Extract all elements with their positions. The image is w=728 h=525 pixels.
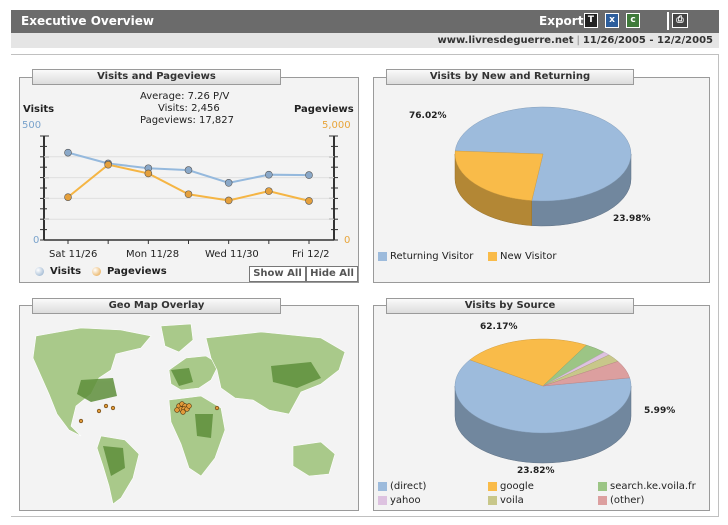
pie-label-new: 23.98% <box>613 214 651 224</box>
visits-legend-label[interactable]: Visits <box>50 266 82 277</box>
chart-series <box>64 148 313 205</box>
x-tick-label: Sat 11/26 <box>49 249 98 260</box>
visits-point[interactable] <box>224 179 233 187</box>
chart-grid <box>40 135 338 244</box>
returning-legend-label: Returning Visitor <box>390 251 474 262</box>
visit-marker[interactable] <box>186 403 192 409</box>
visits-point[interactable] <box>64 148 72 157</box>
toolbar-divider <box>667 12 669 30</box>
voila-legend-label: voila <box>500 495 524 506</box>
pageviews-point[interactable] <box>104 160 112 169</box>
pie-label-direct: 62.17% <box>480 322 518 332</box>
pie-label-google: 23.82% <box>517 466 555 476</box>
date-range[interactable]: 11/26/2005 - 12/2/2005 <box>582 35 713 46</box>
australia-region[interactable] <box>292 441 336 477</box>
yahoo-legend-swatch <box>378 496 387 505</box>
content-right-border <box>718 54 719 516</box>
visits-point[interactable] <box>184 166 193 174</box>
western-europe-highlight[interactable] <box>171 368 193 386</box>
xml-export-icon[interactable]: x <box>605 13 619 28</box>
visit-marker[interactable] <box>180 409 186 415</box>
pageviews-legend-dot[interactable] <box>92 267 101 276</box>
visit-marker[interactable] <box>103 403 109 409</box>
header-bar: Executive Overview Export T x c ⎙ <box>11 10 719 33</box>
visits-pageviews-title: Visits and Pageviews <box>32 69 281 85</box>
direct-legend-swatch <box>378 482 387 491</box>
show-all-button[interactable]: Show All <box>249 266 306 282</box>
geo-map-title: Geo Map Overlay <box>32 298 281 314</box>
other-legend-swatch <box>598 496 607 505</box>
other-legend-label: (other) <box>610 495 645 506</box>
summary-average: Average: 7.26 P/V <box>140 91 230 102</box>
right-axis-label: Pageviews <box>294 104 354 115</box>
left-axis-max: 500 <box>22 120 42 131</box>
greenland-region[interactable] <box>160 323 194 353</box>
pageviews-point[interactable] <box>184 190 193 199</box>
visits-legend-dot[interactable] <box>35 267 44 276</box>
central-africa-highlight[interactable] <box>195 414 213 438</box>
csv-export-icon[interactable]: c <box>626 13 640 28</box>
right-axis-min: 0 <box>344 235 351 246</box>
world-map[interactable] <box>21 318 357 508</box>
visits-pageviews-panel <box>19 77 359 283</box>
search-voila-legend-swatch <box>598 482 607 491</box>
visit-marker[interactable] <box>174 407 180 413</box>
direct-legend-label: (direct) <box>390 481 427 492</box>
page-title: Executive Overview <box>21 14 154 28</box>
visit-marker[interactable] <box>78 418 84 424</box>
summary-visits: Visits: 2,456 <box>158 103 220 114</box>
voila-legend-swatch <box>488 496 497 505</box>
new-legend-label: New Visitor <box>500 251 557 262</box>
site-name: www.livresdeguerre.net <box>437 35 574 46</box>
returning-legend-swatch <box>378 252 387 261</box>
search-voila-legend-label: search.ke.voila.fr <box>610 481 696 492</box>
right-axis-max: 5,000 <box>322 120 351 131</box>
pie-label-other: 5.99% <box>644 406 676 416</box>
left-axis-label: Visits <box>23 104 55 115</box>
site-info-bar: www.livresdeguerre.net | 11/26/2005 - 12/2… <box>11 33 719 48</box>
visits-point[interactable] <box>305 171 313 179</box>
google-legend-label: google <box>500 481 534 492</box>
content-bottom-border <box>11 516 719 517</box>
new-returning-title: Visits by New and Returning <box>386 69 634 85</box>
brazil-highlight[interactable] <box>103 446 125 476</box>
new-legend-swatch <box>488 252 497 261</box>
x-tick-label: Wed 11/30 <box>205 249 259 260</box>
hide-all-button[interactable]: Hide All <box>306 266 358 282</box>
content-top-border <box>11 54 719 55</box>
visit-marker[interactable] <box>96 408 102 414</box>
visits-by-source-title: Visits by Source <box>386 298 634 314</box>
summary-pageviews: Pageviews: 17,827 <box>140 115 234 126</box>
source-pie <box>454 338 632 464</box>
visits-point[interactable] <box>265 170 273 179</box>
print-icon[interactable]: ⎙ <box>672 13 688 28</box>
export-label: Export <box>539 14 584 28</box>
x-tick-label: Fri 12/2 <box>292 249 330 260</box>
left-axis-min: 0 <box>33 235 40 246</box>
pageviews-point[interactable] <box>224 196 233 205</box>
google-legend-swatch <box>488 482 497 491</box>
pageviews-point[interactable] <box>265 187 273 195</box>
pie-label-returning: 76.02% <box>409 111 447 121</box>
text-export-icon[interactable]: T <box>584 13 598 28</box>
divider: | <box>576 35 580 46</box>
pageviews-legend-label[interactable]: Pageviews <box>107 266 167 277</box>
x-tick-label: Mon 11/28 <box>126 249 180 260</box>
new-visitor-slice[interactable] <box>454 150 544 201</box>
usa-highlight[interactable] <box>77 378 117 402</box>
direct-slice[interactable] <box>454 359 632 434</box>
pageviews-point[interactable] <box>305 197 313 205</box>
pageviews-point[interactable] <box>144 169 153 178</box>
yahoo-legend-label: yahoo <box>390 495 421 506</box>
other-slice[interactable] <box>542 361 630 387</box>
google-slice[interactable] <box>469 338 587 387</box>
visit-marker[interactable] <box>214 405 220 411</box>
visit-marker[interactable] <box>110 405 116 411</box>
china-highlight[interactable] <box>271 362 321 388</box>
new-returning-pie <box>454 106 632 227</box>
pageviews-point[interactable] <box>64 193 72 201</box>
